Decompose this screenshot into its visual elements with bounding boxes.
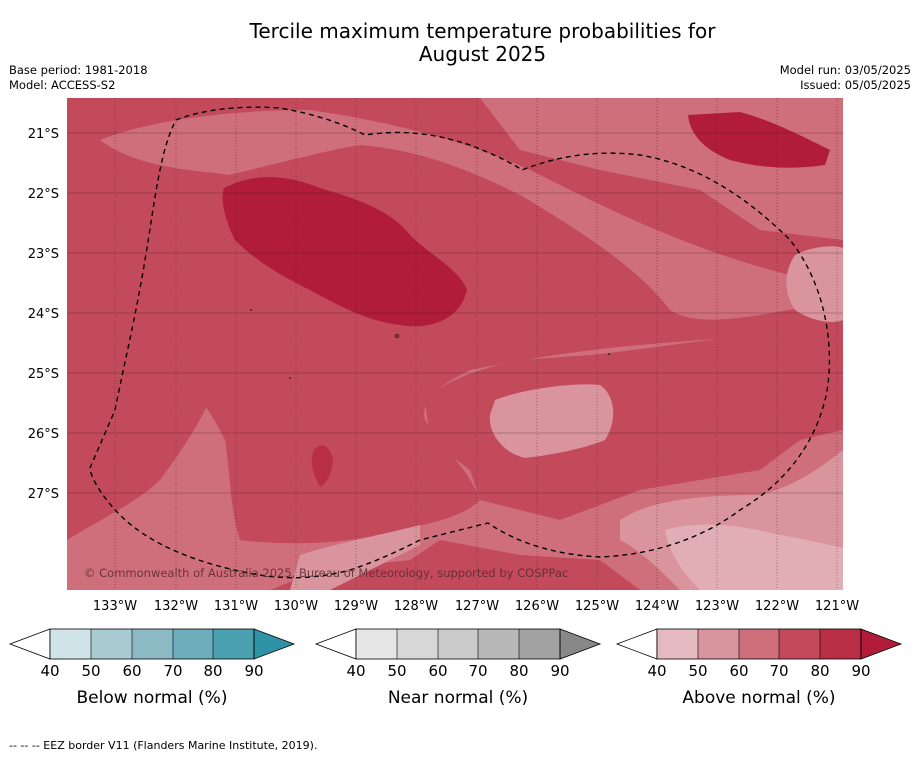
colorbar-near-seg-2	[397, 629, 438, 659]
lon-label-130: 130°W	[274, 599, 318, 614]
colorbar-near-seg-1	[356, 629, 397, 659]
lon-label-132: 132°W	[154, 599, 198, 614]
lon-label-126: 126°W	[515, 599, 559, 614]
lat-label-23: 23°S	[28, 247, 59, 262]
meridian-lines	[114, 98, 838, 590]
colorbar-above: 40 50 60 70 80 90 Above normal (%)	[615, 628, 903, 708]
colorbar-below-seg-5	[213, 629, 254, 659]
colorbar-above-label: Above normal (%)	[682, 688, 835, 708]
island-1	[250, 309, 252, 311]
meta-left: Base period: 1981-2018 Model: ACCESS-S2	[9, 63, 148, 93]
title-line-1: Tercile maximum temperature probabilitie…	[249, 19, 716, 43]
colorbar-below-tick-40: 40	[40, 662, 59, 680]
colorbar-above-tick-60: 60	[729, 662, 748, 680]
colorbar-above-tick-80: 80	[810, 662, 829, 680]
issued-date: Issued: 05/05/2025	[800, 78, 911, 92]
footnote: -- -- -- EEZ border V11 (Flanders Marine…	[9, 739, 318, 752]
colorbar-near-label: Near normal (%)	[388, 688, 528, 708]
longitude-labels: 133°W 132°W 131°W 130°W 129°W 128°W 127°…	[93, 599, 859, 614]
colorbar-above-tick-90: 90	[851, 662, 870, 680]
colorbar-near-low-extend	[314, 628, 357, 660]
colorbar-near-seg-3	[438, 629, 478, 659]
eez-border	[89, 106, 831, 579]
colorbar-below-tick-70: 70	[163, 662, 182, 680]
colorbar-above-seg-5	[820, 629, 861, 659]
colorbar-below-seg-3	[132, 629, 173, 659]
model-name: Model: ACCESS-S2	[9, 78, 116, 92]
colorbar-above-seg-3	[739, 629, 779, 659]
lon-label-124: 124°W	[635, 599, 679, 614]
title: Tercile maximum temperature probabilitie…	[0, 20, 919, 66]
colorbar-near-seg-4	[478, 629, 519, 659]
probability-field	[67, 98, 843, 590]
colorbar-near-tick-50: 50	[387, 662, 406, 680]
island-4	[608, 353, 610, 355]
lat-label-25: 25°S	[28, 367, 59, 382]
model-run: Model run: 03/05/2025	[779, 63, 911, 77]
lat-label-26: 26°S	[28, 427, 59, 442]
colorbar-below: 40 50 60 70 80 90 Below normal (%)	[8, 628, 296, 708]
colorbar-below-seg-4	[173, 629, 213, 659]
region-80-90-northeast	[688, 112, 830, 168]
colorbar-below-tick-90: 90	[244, 662, 263, 680]
region-80-90-small-west	[311, 445, 333, 487]
region-50-60-center	[489, 384, 614, 458]
grid-lines	[67, 132, 843, 494]
lon-label-131: 131°W	[214, 599, 258, 614]
region-80-90-small-east	[705, 350, 732, 400]
lat-label-21: 21°S	[28, 127, 59, 142]
title-line-2: August 2025	[418, 42, 547, 66]
colorbar-below-seg-2	[91, 629, 132, 659]
region-40-50-southeast	[665, 524, 843, 590]
colorbar-above-seg-4	[779, 629, 820, 659]
colorbar-near-seg-5	[519, 629, 560, 659]
colorbar-above-tick-50: 50	[688, 662, 707, 680]
colorbar-near-tick-40: 40	[346, 662, 365, 680]
colorbar-near-high-extend	[559, 628, 602, 660]
base-period: Base period: 1981-2018	[9, 63, 148, 77]
lon-label-128: 128°W	[394, 599, 438, 614]
colorbar-below-low-extend	[8, 628, 51, 660]
colorbar-near-tick-60: 60	[428, 662, 447, 680]
latitude-labels: 21°S 22°S 23°S 24°S 25°S 26°S 27°S	[28, 127, 59, 502]
lat-label-27: 27°S	[28, 487, 59, 502]
colorbar-near-tick-70: 70	[468, 662, 487, 680]
lon-label-129: 129°W	[334, 599, 378, 614]
colorbar-below-seg-1	[50, 629, 91, 659]
island-3	[289, 377, 291, 379]
lon-label-133: 133°W	[93, 599, 137, 614]
colorbar-near-tick-80: 80	[509, 662, 528, 680]
colorbar-near: 40 50 60 70 80 90 Near normal (%)	[314, 628, 602, 708]
island-2	[395, 334, 399, 338]
colorbar-below-tick-80: 80	[203, 662, 222, 680]
colorbar-near-tick-90: 90	[550, 662, 569, 680]
lon-label-122: 122°W	[755, 599, 799, 614]
region-80-90-central	[222, 177, 467, 327]
lat-label-22: 22°S	[28, 187, 59, 202]
colorbar-below-tick-50: 50	[81, 662, 100, 680]
colorbar-below-tick-60: 60	[122, 662, 141, 680]
colorbar-above-low-extend	[615, 628, 658, 660]
lon-label-123: 123°W	[695, 599, 739, 614]
colorbar-below-high-extend	[253, 628, 296, 660]
region-50-60-south	[290, 525, 420, 590]
lon-label-121: 121°W	[815, 599, 859, 614]
colorbar-below-label: Below normal (%)	[77, 688, 228, 708]
colorbar-above-high-extend	[860, 628, 903, 660]
colorbar-above-tick-40: 40	[647, 662, 666, 680]
colorbar-above-seg-1	[657, 629, 698, 659]
colorbar-above-seg-2	[698, 629, 739, 659]
meta-right: Model run: 03/05/2025 Issued: 05/05/2025	[780, 63, 911, 93]
lon-label-125: 125°W	[575, 599, 619, 614]
colorbar-above-tick-70: 70	[769, 662, 788, 680]
lon-label-127: 127°W	[455, 599, 499, 614]
copyright-text: © Commonwealth of Australia 2025, Bureau…	[84, 566, 568, 580]
lat-label-24: 24°S	[28, 307, 59, 322]
